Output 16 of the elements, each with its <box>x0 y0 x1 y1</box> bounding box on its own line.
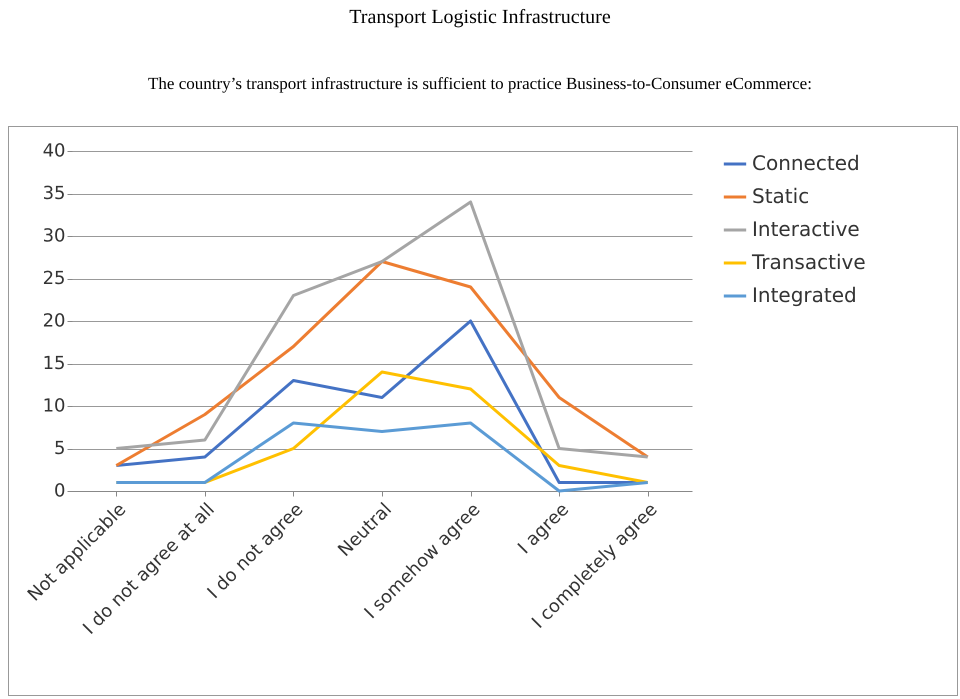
legend-label: Connected <box>752 151 860 175</box>
y-tick-label: 25 <box>42 268 66 289</box>
legend-label: Static <box>752 184 810 208</box>
y-tick-label: 20 <box>42 310 66 332</box>
y-tick-label: 10 <box>42 396 66 416</box>
y-tick-label: 40 <box>42 140 66 162</box>
chart-title: Transport Logistic Infrastructure <box>348 6 612 30</box>
y-tick-label: 35 <box>42 183 66 204</box>
chart-subtitle: The country’s transport infrastructure is sufficient to practice Business-to-Consumer eCommerce: <box>147 74 813 95</box>
legend-label: Transactive <box>751 250 866 274</box>
y-tick-label: 5 <box>54 438 66 459</box>
y-tick-label: 0 <box>54 480 66 502</box>
legend-label: Integrated <box>752 283 857 307</box>
legend-label: Interactive <box>752 217 860 241</box>
y-tick-label: 15 <box>42 353 66 374</box>
y-tick-label: 30 <box>42 226 66 246</box>
